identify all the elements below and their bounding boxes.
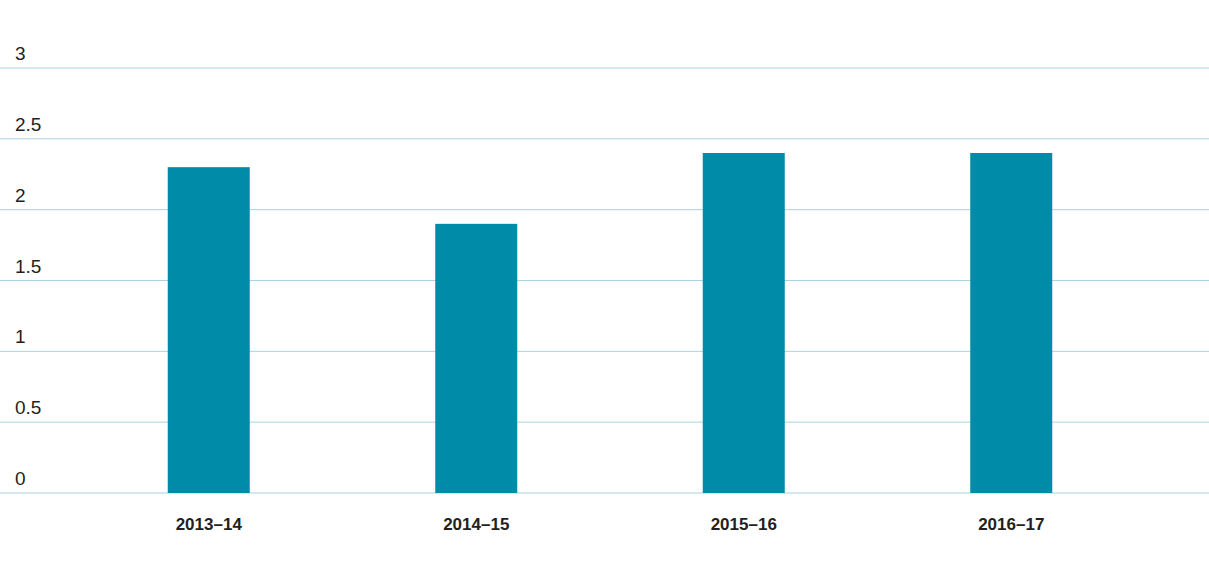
- x-tick-label: 2013–14: [176, 515, 243, 534]
- y-tick-label: 2: [15, 185, 26, 206]
- y-tick-label: 3: [15, 43, 26, 64]
- y-tick-label: 2.5: [15, 114, 41, 135]
- bar: [168, 167, 250, 493]
- bar: [435, 224, 517, 493]
- chart: 0 0.5 1 1.5 2 2.5 3 2013–14 2014–15 2015–16 2016–1…: [0, 0, 1209, 573]
- bar: [970, 153, 1052, 493]
- y-tick-label: 1: [15, 326, 26, 347]
- x-tick-label: 2014–15: [443, 515, 509, 534]
- grid-line: [0, 138, 1209, 139]
- x-tick-label: 2016–17: [978, 515, 1044, 534]
- x-tick-label: 2015–16: [711, 515, 777, 534]
- bar: [703, 153, 785, 493]
- bars: [168, 153, 1053, 493]
- y-tick-label: 1.5: [15, 256, 41, 277]
- y-tick-label: 0: [15, 468, 26, 489]
- grid-line: [0, 68, 1209, 69]
- y-tick-label: 0.5: [15, 397, 41, 418]
- grid: [0, 68, 1209, 493]
